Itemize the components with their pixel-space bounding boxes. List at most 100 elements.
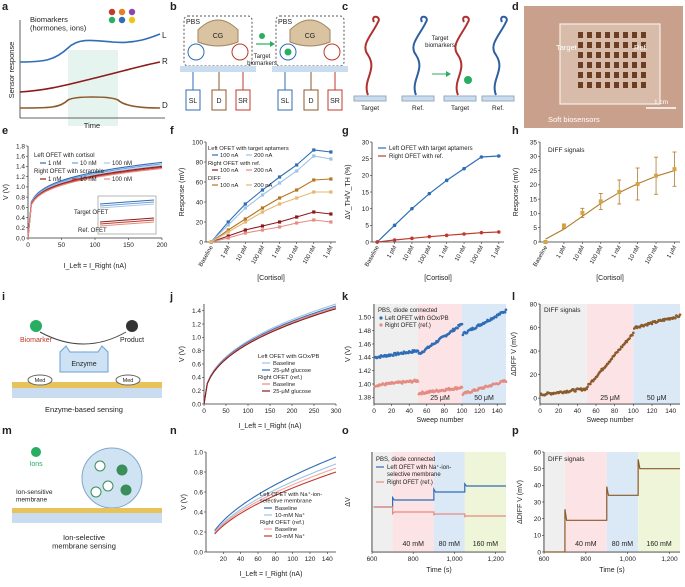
data-point <box>617 190 622 194</box>
y-tick-label: 80 <box>196 159 204 166</box>
data-point <box>462 232 466 236</box>
label-line: 0.8 <box>192 348 201 355</box>
label-line: 40 <box>237 556 245 563</box>
label-line: 1 pM <box>220 245 232 260</box>
panel-h-chart: 0 5 10 15 20 25 30 35 Baseline 1 pM 10 pM 100 pM 1 n… <box>513 139 680 282</box>
highlight-region <box>68 50 118 126</box>
biomarker-dot <box>108 16 116 24</box>
label-line: DIFF signals <box>544 307 581 314</box>
data-point <box>479 155 484 159</box>
label-line: 100 <box>628 408 639 415</box>
label-line: Biomarker <box>20 337 53 344</box>
label-line: o <box>342 425 349 437</box>
x-tick-label: 120 <box>474 408 485 415</box>
data-point <box>312 154 316 158</box>
label-line: 60 <box>592 408 600 415</box>
label-line: Ref. <box>634 43 648 52</box>
base-label: Target <box>451 105 469 112</box>
panel-letter-b: b <box>170 1 177 13</box>
data-point <box>479 230 484 235</box>
sensor-cell <box>578 82 583 88</box>
label-line: 40 <box>534 483 542 490</box>
label-line: 100 <box>287 556 298 563</box>
label-line: biomarkers <box>247 61 277 67</box>
panel-d: Target Ref. 1 cm Soft biosensors <box>524 6 683 128</box>
label-line: 40 mM <box>403 541 425 548</box>
x-tick-label: 1,000 <box>446 556 463 563</box>
ion-dot <box>102 480 114 492</box>
panel-p-chart: 40 mM 80 mM 160 mM 0 10 20 30 40 50 60 600 800 1,000… <box>517 449 680 574</box>
label-line: 100 <box>457 408 468 415</box>
label-line: 0.6 <box>192 361 201 368</box>
y-tick-label: 0.8 <box>192 348 201 355</box>
label-line: 100 pM <box>251 245 266 265</box>
x-tick-label: 0 <box>26 242 30 249</box>
x-tick-label: 0 <box>372 408 376 415</box>
sensor-cell <box>596 72 601 78</box>
data-point <box>444 233 449 238</box>
label-L: L <box>162 31 167 40</box>
sensor-cell <box>587 42 592 48</box>
x-tick-label: 60 <box>254 556 262 563</box>
x-tick-label: 0 <box>202 408 206 415</box>
sensor-cell <box>632 82 637 88</box>
label-line: 30 <box>530 154 538 161</box>
label-line: 0 <box>538 408 542 415</box>
sensor-cell <box>587 62 592 68</box>
label-line: 1,000 <box>446 556 463 563</box>
label-line: 50 <box>222 408 230 415</box>
label-line: Right OFET (ref.) <box>260 520 304 526</box>
sensor-cell <box>605 62 610 68</box>
base-label: Ref. <box>412 105 424 112</box>
y-tick-label: 1.6 <box>16 154 25 161</box>
x-axis-label: Time (s) <box>599 567 624 574</box>
y-axis-label: V (V) <box>181 494 188 510</box>
x-tick-label: 100 nM <box>470 245 485 265</box>
label-line: 20 <box>220 556 228 563</box>
x-tick-label: 1,200 <box>661 556 678 563</box>
label-line: Response (mV) <box>179 168 186 217</box>
label-line: 20 <box>362 173 370 180</box>
label-line: 30 <box>362 139 370 146</box>
med-blob <box>27 374 53 386</box>
sensor-cell <box>632 52 637 58</box>
y-tick-label: 20 <box>534 516 542 523</box>
x-tick-label: 1,000 <box>620 556 637 563</box>
legend-item: 25-μM glucose <box>273 389 311 395</box>
data-point <box>243 202 247 206</box>
x-tick-label: 1 pM <box>220 245 232 260</box>
data-point <box>260 228 265 232</box>
data-point <box>585 387 588 391</box>
arrow-label: Target biomarkers <box>425 36 455 49</box>
label-line: 1,200 <box>661 556 678 563</box>
sensor-cell <box>605 52 610 58</box>
label-line: Sensor response <box>7 42 16 99</box>
label-line: ΔV <box>345 497 352 507</box>
label-line: 10 nM <box>454 245 468 262</box>
label-line: Target <box>361 105 379 112</box>
x-tick-label: 60 <box>423 408 431 415</box>
data-point <box>295 215 299 219</box>
sensor-cell <box>623 62 628 68</box>
label-line: 200 nA <box>254 168 273 174</box>
data-point <box>392 354 395 357</box>
label-line: a <box>2 1 9 13</box>
y-tick-label: 1.38 <box>358 395 371 402</box>
biomarker-dot <box>108 8 116 16</box>
y-axis-label: Sensor response <box>7 42 16 99</box>
label-line: 1 μM <box>666 245 678 260</box>
inset-label: Ref. OFET <box>78 228 107 234</box>
x-tick-label: 1 nM <box>271 245 283 260</box>
membrane-layer <box>12 508 162 513</box>
legend-item: 25-μM glucose <box>273 368 311 374</box>
enzyme-label: Enzyme <box>71 361 96 368</box>
sensor-cell <box>587 72 592 78</box>
series-line <box>210 191 331 243</box>
label-line: 40 <box>530 348 538 355</box>
label-line: Ref. <box>492 105 504 112</box>
data-point <box>503 310 507 314</box>
legend-item: Left OFET with target aptamers <box>389 146 473 152</box>
label-line: 140 <box>665 408 676 415</box>
legend-title: Left OFET with target aptamers <box>208 146 289 152</box>
panel-letter-o: o <box>342 425 349 437</box>
